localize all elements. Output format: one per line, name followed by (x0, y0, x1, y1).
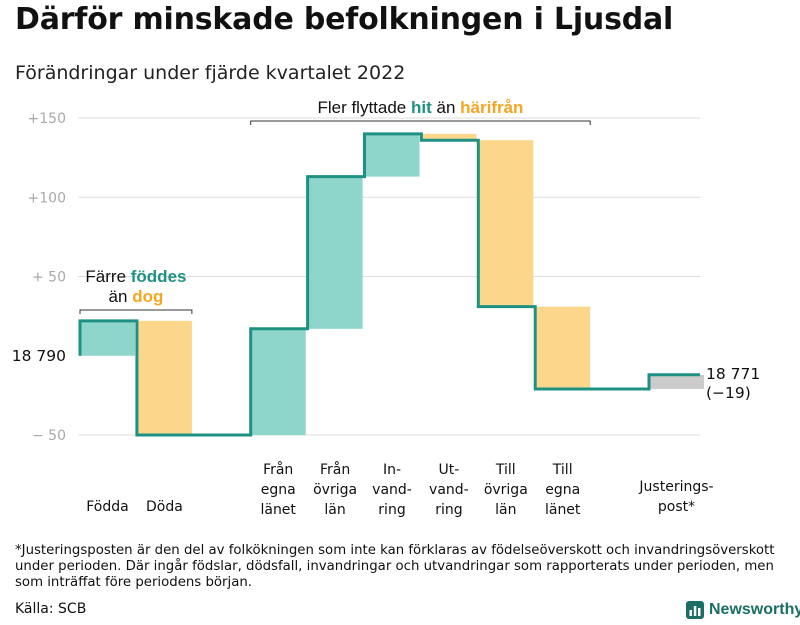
start-value-label: 18 790 (12, 347, 66, 365)
y-tick-label: + 50 (32, 270, 66, 286)
annotation-text: än dog (109, 287, 164, 306)
category-label: post* (658, 499, 695, 515)
category-label: vand- (429, 482, 469, 498)
brand-name: Newsworthy (709, 601, 800, 618)
category-label: länet (545, 502, 581, 518)
waterfall-bar (421, 133, 477, 141)
chart-title: Därför minskade befolkningen i Ljusdal (15, 2, 674, 37)
waterfall-bar (250, 328, 306, 435)
annotation-segment: Färre (85, 267, 130, 286)
annotation-segment: än (109, 287, 133, 306)
category-label: Från (320, 461, 350, 478)
category-label: län (495, 502, 516, 518)
category-label: vand- (372, 482, 412, 498)
annotation-bracket (79, 309, 193, 314)
bar-chart-logo-icon (686, 601, 704, 619)
category-label: egna (545, 482, 580, 498)
category-label: ring (435, 502, 462, 518)
waterfall-bar (307, 176, 363, 329)
category-label: ring (378, 502, 405, 518)
waterfall-bar (535, 306, 591, 390)
category-label: Ut- (439, 462, 460, 478)
category-label: övriga (313, 482, 357, 498)
y-tick-label: +100 (28, 190, 66, 206)
annotation-text: Färre föddes (85, 267, 186, 286)
source-label: Källa: SCB (15, 601, 87, 617)
annotation-text: Fler flyttade hit än härifrån (317, 98, 523, 117)
annotation-highlight: hit (411, 98, 432, 117)
chart-subtitle: Förändringar under fjärde kvartalet 2022 (15, 62, 406, 84)
category-label: Döda (146, 499, 183, 515)
brand-logo: Newsworthy (686, 601, 800, 619)
waterfall-bar (649, 374, 704, 390)
category-label: In- (383, 462, 401, 478)
annotation-segment: Fler flyttade (317, 98, 411, 117)
category-label: Till (495, 462, 516, 478)
footnote: *Justeringsposten är den del av folkökni… (15, 543, 775, 590)
y-tick-label: +150 (28, 111, 66, 127)
running-total-line (78, 132, 700, 437)
waterfall-chart: +150 +100 + 50 − 50 18 790 18 771(−19) Födda Dö… (12, 98, 761, 518)
waterfall-bar (478, 140, 534, 307)
end-value-label: (−19) (706, 384, 751, 402)
y-tick-label: − 50 (32, 428, 66, 444)
waterfall-bar (80, 320, 135, 356)
end-value-label: 18 771 (706, 365, 760, 383)
category-label: Födda (86, 499, 128, 515)
category-label: egna (261, 482, 296, 498)
category-label: Justerings- (638, 479, 713, 495)
category-label: län (324, 502, 345, 518)
annotation-highlight: föddes (131, 267, 187, 286)
waterfall-bar (364, 133, 420, 177)
category-label: övriga (484, 482, 528, 498)
annotation-highlight: härifrån (460, 98, 523, 117)
waterfall-bar (136, 320, 192, 435)
category-label: länet (260, 502, 296, 518)
annotation-segment: än (432, 98, 460, 117)
annotation-bracket (250, 120, 591, 125)
annotation-highlight: dog (132, 287, 163, 306)
category-label: Till (552, 462, 573, 478)
category-label: Från (263, 461, 293, 478)
